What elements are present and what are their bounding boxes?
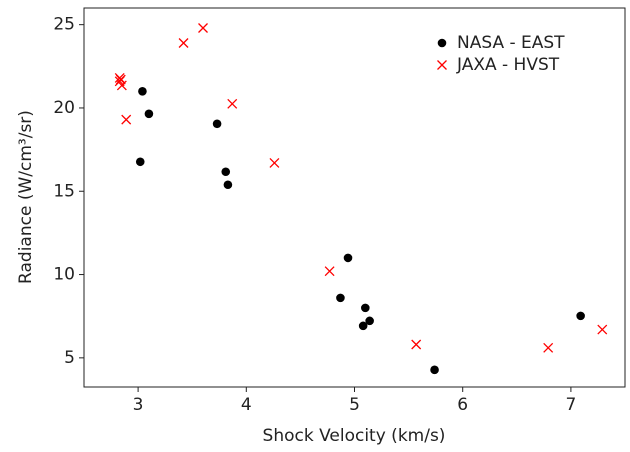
dot-marker [144,109,154,119]
dot-marker [221,167,231,177]
y-tick-label: 25 [53,15,75,35]
y-tick-label: 20 [53,98,75,118]
dot-marker [138,86,147,96]
x-tick-label: 4 [241,395,252,415]
x-tick-label: 6 [457,395,468,415]
legend-label: JAXA - HVST [456,55,560,75]
cross-marker [121,114,132,125]
y-axis-label: Radiance (W/cm³/sr) [16,110,36,284]
dot-marker [576,311,585,321]
y-tick-label: 5 [64,348,75,368]
cross-marker [543,342,554,353]
cross-marker [411,339,422,350]
dot-marker [343,253,353,263]
y-tick-label: 15 [53,181,75,201]
cross-marker [227,98,238,109]
legend-marker [437,38,447,48]
x-axis-label: Shock Velocity (km/s) [263,426,446,446]
dot-marker [336,293,345,303]
dot-marker [358,321,368,331]
cross-marker [269,157,280,168]
cross-marker [116,80,127,91]
cross-marker [597,324,608,335]
dot-marker [212,119,222,129]
y-tick-label: 10 [53,265,75,285]
x-tick-label: 7 [565,395,576,415]
legend-marker [437,60,447,70]
dot-marker [430,365,439,375]
x-tick-label: 5 [349,395,360,415]
cross-marker [324,266,335,277]
cross-marker [178,38,189,48]
dot-marker [361,303,370,313]
x-tick-label: 3 [133,395,144,415]
dot-marker [365,316,374,326]
dot-marker [223,180,233,190]
legend-label: NASA - EAST [457,33,565,53]
cross-marker [198,23,208,33]
dot-marker [135,157,145,167]
